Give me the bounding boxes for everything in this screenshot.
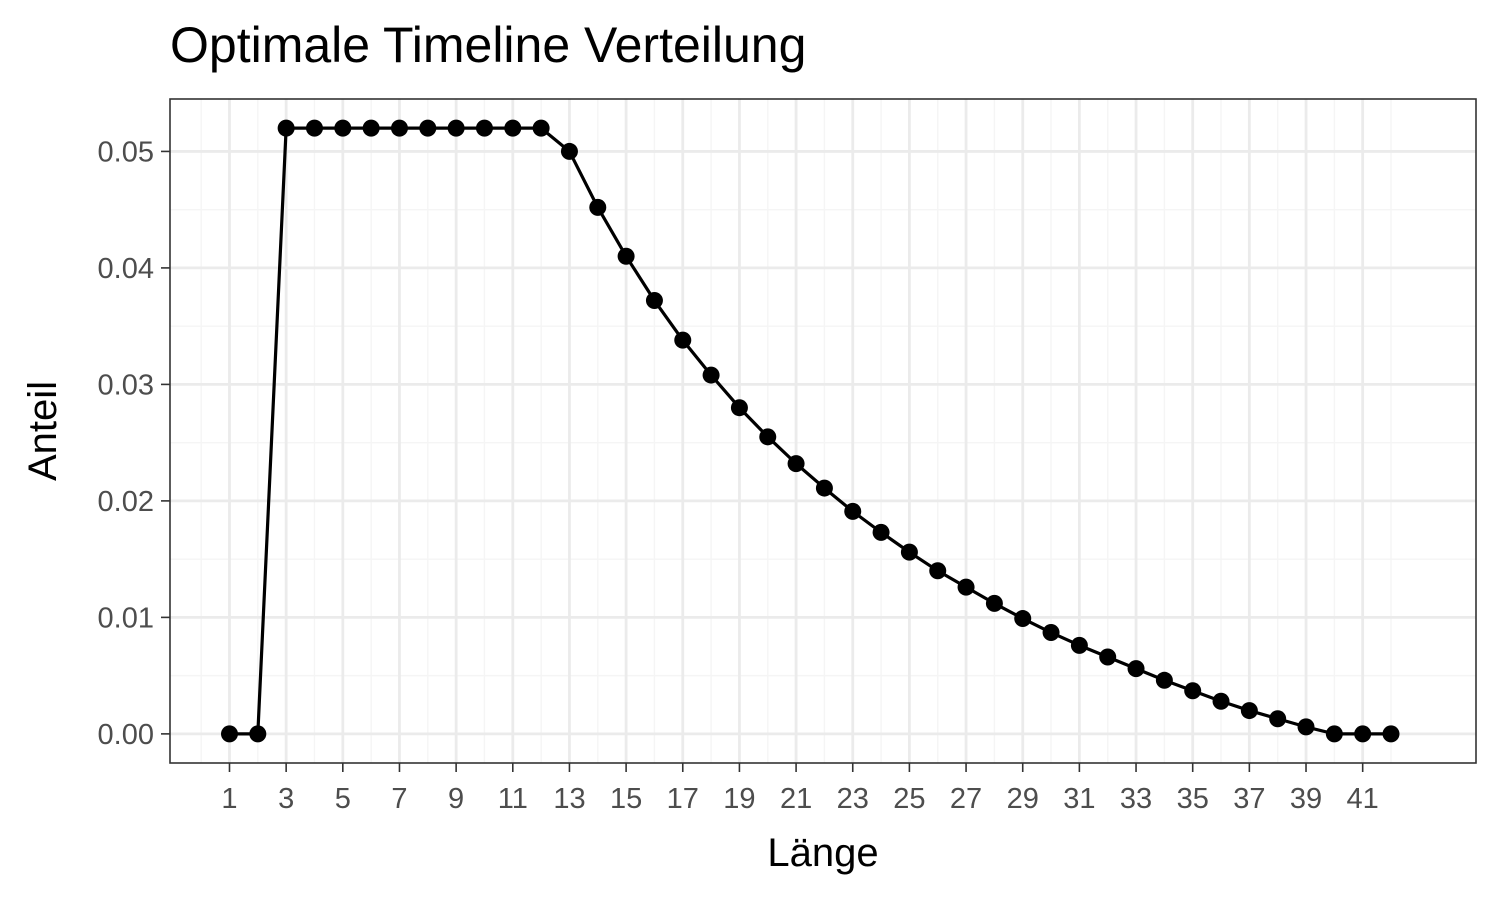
data-point (447, 119, 465, 137)
x-tick-label: 15 (610, 783, 642, 815)
data-point (1127, 660, 1145, 678)
x-axis-title: Länge (767, 831, 878, 875)
data-point (957, 578, 975, 596)
y-tick-label: 0.01 (98, 602, 154, 634)
x-tick-label: 11 (498, 783, 528, 815)
x-tick-label: 5 (335, 783, 351, 815)
x-tick-label: 35 (1177, 783, 1209, 815)
x-tick-label: 25 (893, 783, 925, 815)
data-point (929, 562, 947, 580)
y-tick-label: 0.02 (98, 486, 154, 518)
data-point (645, 292, 663, 310)
x-tick-label: 27 (950, 783, 982, 815)
series-layer (220, 119, 1400, 743)
data-point (589, 198, 607, 216)
data-point (249, 725, 267, 743)
data-point (1354, 725, 1372, 743)
y-tick-label: 0.00 (98, 719, 154, 751)
x-tick-label: 13 (553, 783, 585, 815)
data-point (1184, 682, 1202, 700)
data-point (1269, 710, 1287, 728)
data-point (334, 119, 352, 137)
data-point (1297, 718, 1315, 736)
data-point (220, 725, 238, 743)
data-point (1042, 624, 1060, 642)
x-tick-label: 23 (837, 783, 869, 815)
data-point (872, 523, 890, 541)
data-point (674, 331, 692, 349)
x-tick-label: 19 (723, 783, 755, 815)
x-tick-label: 41 (1347, 783, 1379, 815)
axis-ticks: 1 3 5 7 9 11 13 15 17 19 21 23 25 27 29 31 33 35 37 39 410.0… (98, 136, 1379, 815)
data-point (815, 479, 833, 497)
data-point (759, 428, 777, 446)
y-axis-title: Anteil (21, 381, 65, 481)
x-tick-label: 3 (278, 783, 294, 815)
x-tick-label: 31 (1063, 783, 1095, 815)
data-point (1070, 636, 1088, 654)
data-point (419, 119, 437, 137)
x-tick-label: 37 (1233, 783, 1265, 815)
data-point (1014, 610, 1032, 628)
data-point (787, 455, 805, 473)
x-tick-label: 39 (1290, 783, 1322, 815)
data-point (1212, 692, 1230, 710)
data-point (560, 142, 578, 160)
data-point (504, 119, 522, 137)
x-tick-label: 7 (391, 783, 407, 815)
data-point (532, 119, 550, 137)
data-point (844, 502, 862, 520)
x-tick-label: 17 (667, 783, 699, 815)
y-tick-label: 0.04 (98, 253, 154, 285)
x-tick-label: 33 (1120, 783, 1152, 815)
data-point (475, 119, 493, 137)
panel-border (169, 98, 1477, 764)
data-point (1382, 725, 1400, 743)
chart-title: Optimale Timeline Verteilung (170, 17, 806, 73)
x-tick-label: 21 (780, 783, 812, 815)
x-tick-label: 1 (221, 783, 237, 815)
data-point (305, 119, 323, 137)
data-point (1155, 671, 1173, 689)
y-tick-label: 0.05 (98, 136, 154, 168)
y-tick-label: 0.03 (98, 369, 154, 401)
data-point (617, 247, 635, 265)
data-point (1240, 702, 1258, 720)
x-tick-label: 9 (448, 783, 464, 815)
data-point (730, 399, 748, 417)
data-point (277, 119, 295, 137)
data-point (900, 543, 918, 561)
x-tick-label: 29 (1007, 783, 1039, 815)
data-point (985, 594, 1003, 612)
data-point (1099, 648, 1117, 666)
data-point (362, 119, 380, 137)
data-point (1325, 725, 1343, 743)
data-point (702, 366, 720, 384)
grid (170, 99, 1476, 763)
data-point (390, 119, 408, 137)
